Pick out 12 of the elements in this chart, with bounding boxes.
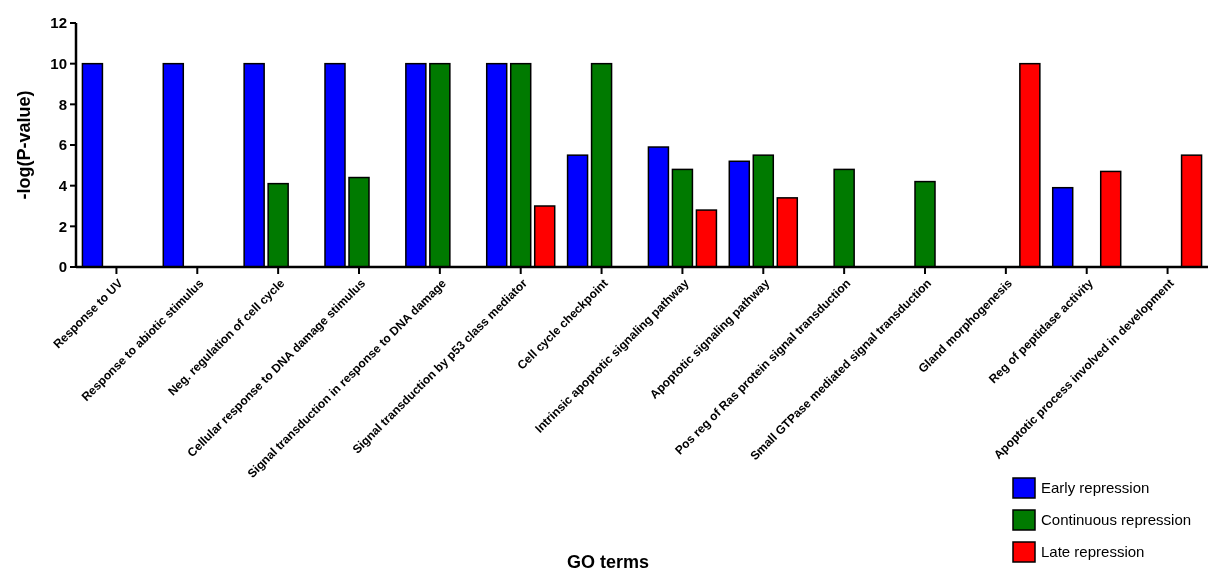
legend-label: Continuous repression (1041, 511, 1192, 529)
y-tick-label: 2 (58, 217, 67, 235)
y-tick-label: 8 (58, 95, 67, 113)
legend-label: Early repression (1041, 479, 1150, 497)
y-tick-label: 6 (58, 136, 67, 154)
y-tick-label: 0 (58, 258, 67, 276)
legend-label: Late repression (1041, 543, 1145, 561)
y-tick-label: 10 (50, 54, 67, 72)
y-tick-label: 4 (58, 176, 68, 194)
x-axis-title: GO terms (566, 552, 650, 572)
y-axis-title: -log(P-value) (14, 90, 34, 200)
y-tick-label: 12 (50, 14, 67, 32)
